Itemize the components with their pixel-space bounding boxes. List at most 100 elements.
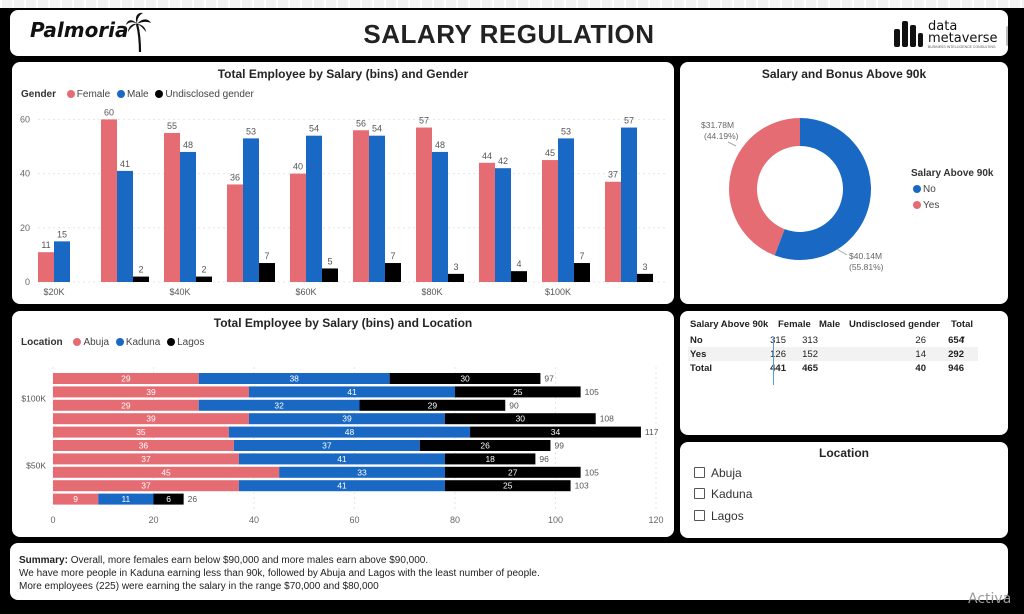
location-stacked-bar-chart[interactable]: 0 20 40 60 80 100 120 29 38 30 97 39 41 25 105 $100K 29 3… bbox=[12, 311, 674, 537]
page-title: SALARY REGULATION bbox=[363, 19, 655, 49]
data-label: 4 bbox=[516, 259, 521, 269]
bar-undisclosed-gender bbox=[196, 276, 212, 282]
x-tick-label: $60K bbox=[295, 287, 316, 297]
bar-male bbox=[432, 151, 448, 282]
legend-abuja-dot bbox=[73, 338, 82, 346]
legend-lagos-label[interactable]: Lagos bbox=[177, 337, 205, 348]
checkbox[interactable] bbox=[694, 467, 705, 478]
sort-descending-icon[interactable]: ▼ bbox=[960, 336, 966, 342]
matrix-header-cell[interactable]: Total bbox=[951, 319, 973, 330]
segment-label: 18 bbox=[485, 454, 495, 464]
bar-undisclosed-gender bbox=[133, 276, 149, 282]
bar-segment-abuja bbox=[53, 399, 199, 411]
location-chart-panel[interactable]: Total Employee by Salary (bins) and Loca… bbox=[12, 311, 674, 537]
brand-logo-text: Palmoria bbox=[30, 18, 129, 42]
bar-segment-kaduna bbox=[198, 399, 360, 411]
leader-line bbox=[836, 248, 848, 256]
matrix-header-cell[interactable]: Salary Above 90k bbox=[690, 319, 769, 330]
segment-label: 11 bbox=[121, 494, 130, 504]
bar-undisclosed-gender bbox=[322, 268, 338, 282]
legend-no-label[interactable]: No bbox=[923, 184, 936, 195]
bar-segment-lagos bbox=[444, 453, 536, 465]
matrix-panel[interactable]: Salary Above 90k Female Male Undisclosed… bbox=[680, 311, 1008, 435]
x-tick-label: 0 bbox=[50, 515, 55, 525]
segment-label: 39 bbox=[146, 387, 156, 397]
total-label: 103 bbox=[575, 481, 589, 491]
legend-undisclosed-label[interactable]: Undisclosed gender bbox=[165, 89, 254, 100]
slicer-option-lagos[interactable]: Lagos bbox=[694, 509, 744, 525]
bar-female bbox=[479, 162, 495, 282]
x-tick-label: 120 bbox=[648, 515, 663, 525]
summary-text: Summary: Overall, more females earn belo… bbox=[19, 554, 540, 593]
gender-chart-panel[interactable]: Total Employee by Salary (bins) and Gend… bbox=[12, 62, 674, 304]
matrix-row-no[interactable]: No 315 313 26 654 bbox=[688, 333, 978, 347]
bar-segment-abuja bbox=[53, 426, 229, 438]
data-label: 7 bbox=[264, 251, 269, 261]
summary-label: Summary: bbox=[19, 555, 68, 566]
slicer-option-kaduna[interactable]: Kaduna bbox=[694, 487, 752, 503]
donut-label-no-pct: (55.81%) bbox=[849, 262, 884, 272]
bar-undisclosed-gender bbox=[385, 263, 401, 282]
palm-tree-icon bbox=[126, 12, 151, 53]
y-tick-label: $50K bbox=[26, 460, 46, 470]
bar-male bbox=[117, 170, 133, 282]
scrollbar-thumb[interactable] bbox=[1006, 26, 1008, 46]
bar-female bbox=[416, 127, 432, 282]
data-label: 3 bbox=[642, 262, 647, 272]
data-label: 36 bbox=[230, 172, 240, 182]
matrix-cell: 152 bbox=[802, 349, 818, 360]
matrix-header-cell[interactable]: Female bbox=[778, 319, 811, 330]
bar-segment-lagos bbox=[359, 399, 506, 411]
matrix-cell: 465 bbox=[802, 363, 818, 374]
bar-male bbox=[558, 138, 574, 282]
matrix-row-label: No bbox=[690, 335, 703, 346]
matrix-row-label: Yes bbox=[690, 349, 707, 360]
matrix-cell: 14 bbox=[915, 349, 926, 360]
checkbox[interactable] bbox=[694, 488, 705, 499]
x-tick-label: $20K bbox=[43, 287, 64, 297]
bar-undisclosed-gender bbox=[259, 263, 275, 282]
data-metaverse-mark-icon bbox=[894, 21, 923, 47]
slicer-option-abuja[interactable]: Abuja bbox=[694, 466, 742, 482]
segment-label: 37 bbox=[322, 441, 332, 451]
donut-chart[interactable]: $31.78M(44.19%) $40.14M(55.81%) bbox=[680, 62, 1008, 304]
bar-segment-abuja bbox=[53, 373, 199, 384]
salary-matrix-table[interactable]: Salary Above 90k Female Male Undisclosed… bbox=[688, 317, 978, 385]
donut-chart-panel[interactable]: Salary and Bonus Above 90k $31.78M (44.19… bbox=[680, 62, 1008, 304]
legend-yes-label[interactable]: Yes bbox=[923, 200, 940, 211]
data-label: 44 bbox=[482, 151, 492, 161]
slicer-option-label: Kaduna bbox=[711, 487, 753, 501]
bar-female bbox=[101, 119, 117, 282]
legend-kaduna-label[interactable]: Kaduna bbox=[125, 337, 161, 348]
matrix-row-total[interactable]: Total 441 465 40 946 bbox=[688, 361, 978, 375]
matrix-row-yes[interactable]: Yes 126 152 14 292 bbox=[688, 347, 978, 361]
summary-line-2: We have more people in Kaduna earning le… bbox=[19, 568, 540, 579]
matrix-header-row: Salary Above 90k Female Male Undisclosed… bbox=[688, 317, 978, 331]
y-tick-label: 0 bbox=[25, 277, 30, 287]
donut-legend: Salary Above 90k No Yes bbox=[911, 168, 997, 211]
segment-label: 26 bbox=[480, 441, 490, 451]
segment-label: 25 bbox=[503, 481, 513, 491]
x-tick-label: 80 bbox=[450, 515, 460, 525]
data-label: 54 bbox=[309, 124, 319, 134]
data-label: 2 bbox=[201, 265, 206, 275]
donut-slice-yes bbox=[729, 118, 800, 256]
matrix-header-cell[interactable]: Undisclosed gender bbox=[849, 319, 940, 330]
legend-lagos-dot bbox=[167, 338, 176, 346]
bar-male bbox=[495, 168, 511, 282]
legend-female-label[interactable]: Female bbox=[76, 89, 111, 100]
legend-abuja-label[interactable]: Abuja bbox=[83, 337, 110, 348]
bar-male bbox=[54, 241, 70, 282]
checkbox[interactable] bbox=[694, 510, 705, 521]
legend-male-label[interactable]: Male bbox=[126, 89, 149, 100]
matrix-header-cell[interactable]: Male bbox=[819, 319, 841, 330]
summary-panel: Summary: Overall, more females earn belo… bbox=[10, 543, 1008, 600]
total-label: 117 bbox=[645, 427, 659, 437]
donut-label-no-value: $40.14M bbox=[849, 251, 882, 261]
bar-segment-kaduna bbox=[238, 453, 445, 465]
slicer-option-label: Abuja bbox=[711, 466, 742, 480]
gender-bar-chart[interactable]: 02040601115$20K6041255482$40K3653740545$… bbox=[12, 62, 674, 304]
data-label: 45 bbox=[545, 148, 555, 158]
bar-female bbox=[227, 184, 243, 282]
bar-female bbox=[353, 130, 369, 282]
